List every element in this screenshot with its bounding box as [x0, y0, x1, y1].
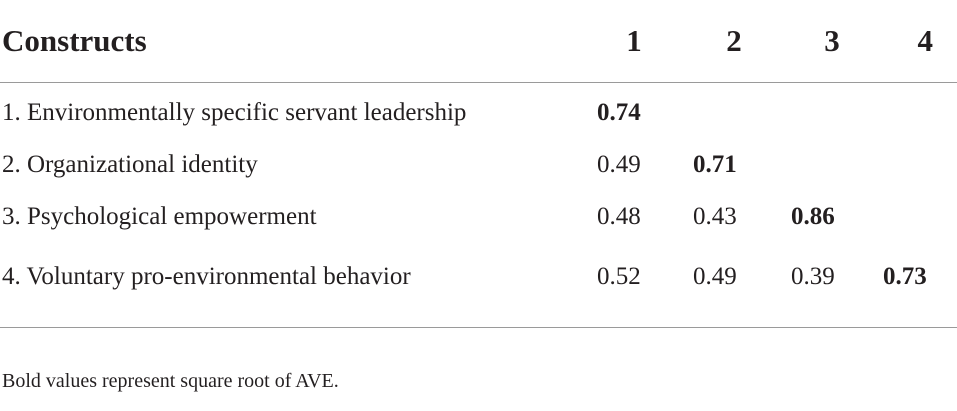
table-row: 2. Organizational identity 0.49 0.71 [0, 139, 957, 191]
cell-value: 0.39 [783, 243, 881, 328]
row-label: 4. Voluntary pro-environmental behavior [0, 243, 583, 328]
table-footnote: Bold values represent square root of AVE… [2, 370, 339, 392]
cell-value [881, 139, 957, 191]
cell-value: 0.73 [881, 243, 957, 328]
cell-value [881, 83, 957, 140]
row-label: 2. Organizational identity [2, 151, 258, 178]
cell-value [685, 83, 783, 140]
cell-value: 0.86 [791, 203, 835, 230]
correlation-table: Constructs 1 2 3 4 1. Environmentally sp… [0, 0, 957, 328]
cell-value: 0.74 [597, 99, 641, 126]
table-header-row: Constructs 1 2 3 4 [0, 0, 957, 83]
cell-value: 0.49 [685, 243, 783, 328]
table-row: 4. Voluntary pro-environmental behavior … [0, 243, 957, 328]
header-col-3: 3 [783, 0, 881, 83]
cell-value [881, 191, 957, 243]
cell-value: 0.48 [597, 203, 641, 230]
cell-value [783, 139, 881, 191]
cell-value: 0.49 [597, 151, 641, 178]
header-col-4: 4 [881, 0, 957, 83]
cell-value: 0.52 [583, 243, 685, 328]
correlation-table-container: Constructs 1 2 3 4 1. Environmentally sp… [0, 0, 957, 328]
cell-value: 0.71 [693, 151, 737, 178]
table-row: 3. Psychological empowerment 0.48 0.43 0… [0, 191, 957, 243]
table-row: 1. Environmentally specific servant lead… [0, 83, 957, 140]
cell-value [783, 83, 881, 140]
header-col-2: 2 [685, 0, 783, 83]
header-constructs: Constructs [0, 0, 583, 83]
row-label: 1. Environmentally specific servant lead… [2, 99, 467, 126]
row-label: 3. Psychological empowerment [2, 203, 317, 230]
cell-value: 0.43 [693, 203, 737, 230]
header-col-1: 1 [583, 0, 685, 83]
